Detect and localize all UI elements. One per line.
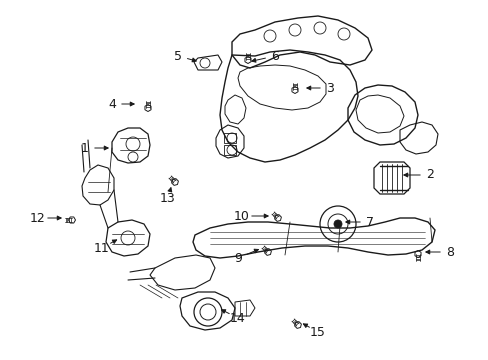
Text: 15: 15 (309, 325, 325, 338)
Text: 14: 14 (230, 311, 245, 324)
Text: 6: 6 (270, 49, 278, 63)
Text: 12: 12 (30, 211, 46, 225)
Text: 8: 8 (445, 246, 453, 258)
Text: 13: 13 (160, 192, 176, 204)
Text: 5: 5 (174, 49, 182, 63)
Circle shape (333, 220, 341, 228)
Text: 10: 10 (234, 210, 249, 222)
Text: 4: 4 (108, 98, 116, 111)
Text: 7: 7 (365, 216, 373, 229)
Text: 2: 2 (425, 168, 433, 181)
Text: 3: 3 (325, 81, 333, 94)
Text: 1: 1 (81, 141, 89, 154)
Text: 11: 11 (94, 242, 110, 255)
Text: 9: 9 (234, 252, 242, 265)
